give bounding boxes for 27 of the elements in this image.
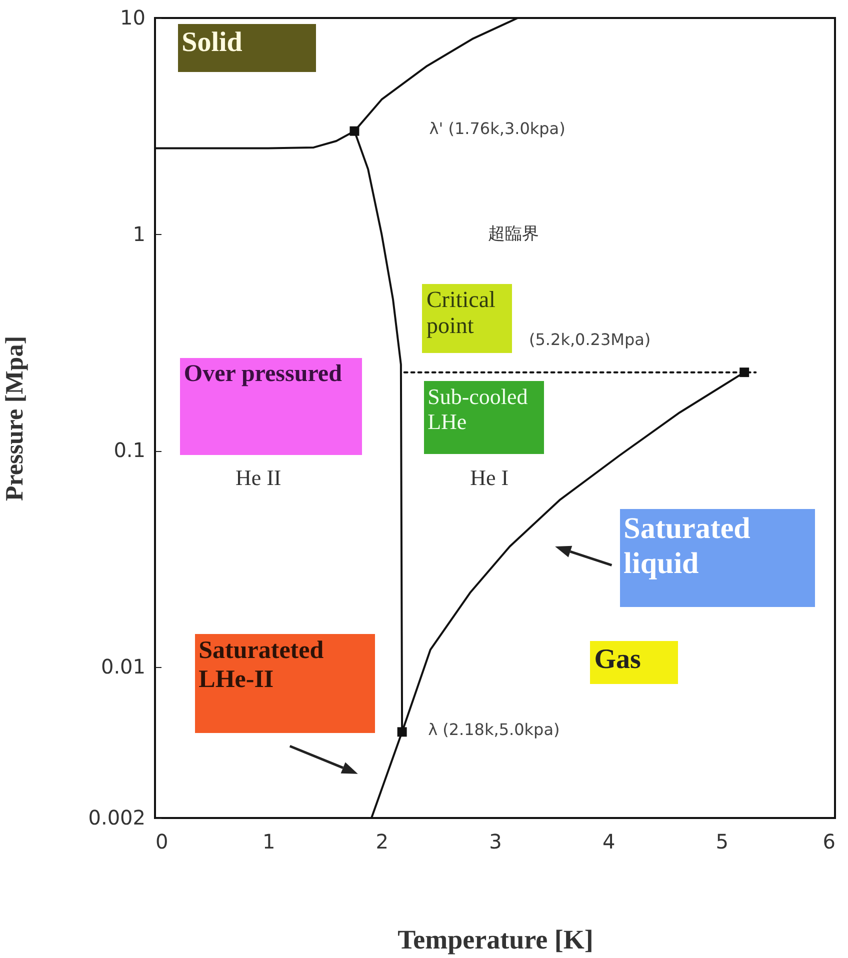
label-box: Gas — [590, 641, 678, 684]
label-box: Solid — [178, 24, 316, 72]
label-box: Saturated liquid — [620, 509, 815, 608]
annotation: He I — [470, 465, 509, 492]
annotation: λ' (1.76k,3.0kpa) — [429, 119, 566, 138]
annotation: λ (2.18k,5.0kpa) — [428, 720, 560, 739]
x-tick-label: 3 — [489, 830, 502, 854]
label-box: Over pressured — [180, 358, 362, 456]
label-box: Saturateted LHe-II — [194, 634, 375, 733]
annotation: 超臨界 — [488, 222, 540, 245]
y-tick-label: 0.1 — [114, 438, 146, 462]
label-box: Critical point — [422, 284, 512, 353]
y-tick-label: 1 — [132, 222, 146, 246]
y-tick-label: 0.01 — [100, 654, 146, 678]
x-tick-label: 0 — [156, 830, 168, 854]
x-axis-title: Temperature [K] — [398, 924, 594, 954]
y-tick-label: 0.002 — [88, 806, 146, 830]
x-tick-label: 5 — [716, 830, 729, 854]
annotation: He II — [235, 465, 282, 492]
x-tick-label: 6 — [822, 830, 836, 854]
y-axis-title: Pressure [Mpa] — [2, 336, 28, 502]
y-tick-label: 10 — [120, 6, 146, 30]
x-tick-label: 4 — [602, 830, 616, 854]
annotation: (5.2k,0.23Mpa) — [529, 330, 651, 350]
label-box: Sub-cooled LHe — [424, 380, 544, 454]
x-tick-label: 2 — [376, 830, 389, 854]
x-tick-label: 1 — [262, 830, 276, 854]
